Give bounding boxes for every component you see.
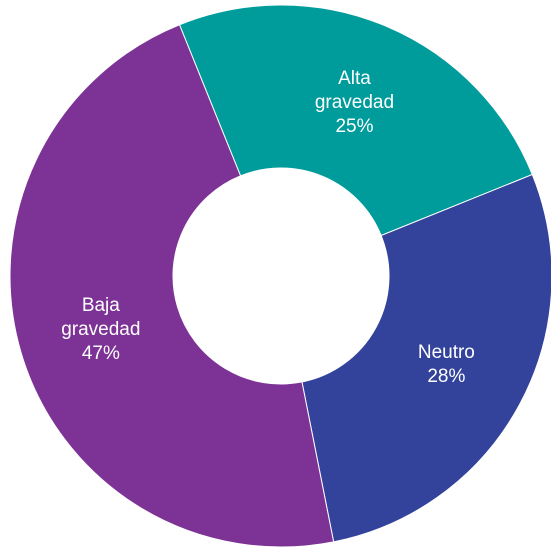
- category-label: Baja gravedad: [61, 294, 141, 340]
- donut-slice: [9, 24, 335, 548]
- slice-label: Alta gravedad 25%: [304, 67, 404, 139]
- value-label: 28%: [427, 366, 466, 388]
- value-label: 25%: [335, 115, 374, 137]
- slice-label: Baja gravedad 47%: [51, 294, 151, 366]
- category-label: Neutro: [417, 342, 475, 364]
- slice-label: Neutro 28%: [396, 341, 496, 389]
- value-label: 47%: [81, 342, 120, 364]
- category-label: Alta gravedad: [314, 67, 395, 113]
- donut-slice: [178, 4, 533, 237]
